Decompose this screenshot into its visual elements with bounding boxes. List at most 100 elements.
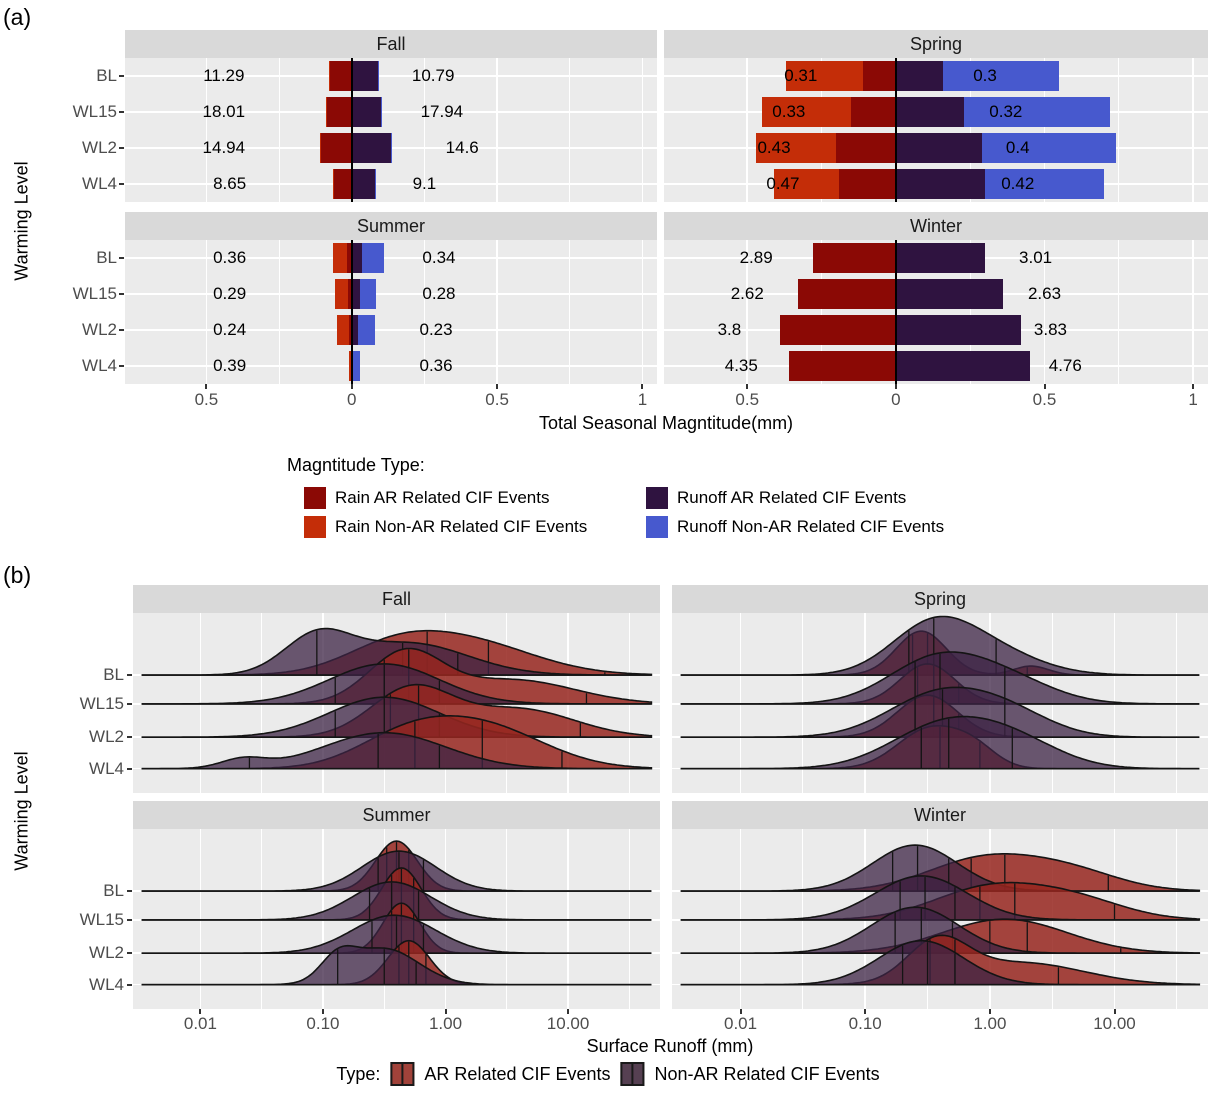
x-tick-label: 0.01: [724, 1014, 758, 1033]
legend-label: Non-AR Related CIF Events: [654, 1063, 880, 1084]
bar-segment: [351, 133, 391, 163]
runoff-value-label: 4.76: [1048, 356, 1082, 375]
y-tick-mark: [127, 918, 132, 921]
y-axis-label-wl2: WL2: [82, 138, 117, 157]
rain-value-label: 18.01: [202, 102, 246, 121]
density-nonar-wl4: [680, 715, 1200, 770]
x-tick-label: 1: [1188, 390, 1198, 409]
runoff-value-label: 0.42: [1001, 174, 1035, 193]
runoff-nonar-swatch: [646, 515, 668, 538]
facet-panel-winter: [672, 829, 1208, 1009]
runoff-value-label: 0.3: [973, 66, 997, 85]
bar-segment: [348, 279, 352, 309]
x-tick-mark: [496, 384, 499, 389]
y-axis-label-bl: BL: [103, 881, 124, 901]
gridline-minor: [569, 58, 571, 202]
panel-b-legend: Type: AR Related CIF Events Non-AR Relat…: [336, 1062, 880, 1086]
facet-panel-fall: 11.29 10.79 18.01 17.94 14.94 14.6 8.65 9.1: [125, 58, 657, 202]
y-tick-mark: [127, 983, 132, 986]
y-tick-mark: [127, 736, 132, 739]
gridline-major: [746, 240, 748, 384]
gridline-major: [1192, 58, 1194, 202]
legend-item-rain-ar: Rain AR Related CIF Events: [304, 486, 646, 509]
bar-segment: [347, 243, 352, 273]
bar-segment: [351, 169, 375, 199]
rain-value-label: 0.47: [766, 174, 800, 193]
runoff-value-label: 2.63: [1027, 284, 1062, 303]
bar-segment: [352, 351, 360, 381]
bar-segment: [982, 133, 1116, 163]
panel-a-y-axis-title: Warming Level: [11, 161, 32, 281]
y-tick-mark: [119, 257, 124, 259]
runoff-value-label: 0.4: [1005, 138, 1030, 157]
bar-segment: [863, 61, 896, 91]
zero-axis-line: [350, 240, 353, 384]
rain-value-label: 0.43: [757, 138, 791, 157]
bar-segment: [327, 97, 352, 127]
zero-axis-line: [894, 58, 897, 202]
facet-panel-winter: 2.89 3.01 2.62 2.63 3.8 3.83 4.35 4.76: [664, 240, 1208, 384]
y-tick-mark: [127, 674, 132, 677]
legend-label: Rain Non-AR Related CIF Events: [335, 516, 588, 536]
gridline-major: [567, 829, 569, 1009]
rain-value-label: 8.65: [213, 174, 247, 193]
x-tick-mark: [641, 384, 644, 389]
facet-strip-spring: Spring: [664, 30, 1208, 58]
panel-b-legend-title: Type:: [336, 1063, 381, 1084]
nonar-swatch: [620, 1062, 645, 1086]
y-tick-mark: [127, 767, 132, 770]
x-tick-label: 10.00: [1093, 1014, 1136, 1033]
x-tick-label: 0.5: [485, 390, 509, 409]
gridline-horizontal: [125, 75, 657, 77]
panel-b-label: (b): [3, 562, 32, 588]
bar-segment: [351, 315, 359, 345]
panel-b-y-axis-title: Warming Level: [11, 751, 32, 871]
zero-axis-line: [350, 58, 353, 202]
panel-a-legend-title: Magntitude Type:: [287, 455, 425, 475]
panel-a-x-axis-title: Total Seasonal Magntitude(mm): [538, 413, 794, 433]
gridline-horizontal: [125, 257, 657, 259]
gridline-minor: [1118, 58, 1120, 202]
runoff-value-label: 14.6: [445, 138, 479, 157]
facet-panel-summer: 0.36 0.34 0.29 0.28 0.24 0.23 0.39 0.36: [125, 240, 657, 384]
gridline-major: [739, 613, 742, 793]
bar-segment: [351, 61, 378, 91]
bar-segment: [375, 169, 377, 199]
bar-segment: [839, 169, 896, 199]
y-axis-label-wl15: WL15: [72, 102, 117, 121]
bar-segment: [895, 315, 1021, 345]
runoff-value-label: 0.28: [422, 284, 456, 303]
legend-item-runoff-nonar: Runoff Non-AR Related CIF Events: [646, 515, 944, 538]
runoff-value-label: 0.36: [419, 356, 453, 375]
x-tick-mark: [864, 1009, 867, 1014]
bar-segment: [788, 351, 896, 381]
facet-panel-summer: [133, 829, 660, 1009]
density-nonar-wl4: [680, 939, 1200, 986]
y-axis-label-wl15: WL15: [79, 909, 124, 929]
x-tick-mark: [988, 1009, 991, 1014]
gridline-major: [496, 58, 498, 202]
bar-segment: [335, 279, 349, 309]
panel-a-legend: Magntitude Type: Rain AR Related CIF Eve…: [287, 455, 944, 541]
bar-segment: [895, 133, 983, 163]
bar-segment: [895, 97, 965, 127]
bar-segment: [785, 61, 864, 91]
x-tick-label: 0.10: [848, 1014, 882, 1033]
gridline-major: [641, 240, 644, 384]
gridline-minor: [278, 240, 280, 384]
rain-value-label: 0.33: [772, 102, 806, 121]
x-tick-label: 0: [891, 390, 901, 409]
bar-segment: [943, 61, 1060, 91]
gridline-minor: [569, 240, 571, 384]
bar-segment: [812, 243, 896, 273]
x-tick-mark: [205, 384, 208, 389]
x-tick-mark: [739, 1009, 742, 1014]
rain-value-label: 0.31: [784, 66, 818, 85]
x-tick-label: 1.00: [973, 1014, 1007, 1033]
x-tick-label: 0.5: [1032, 390, 1057, 409]
y-tick-mark: [119, 111, 124, 113]
x-tick-label: 1: [637, 390, 648, 409]
density-nonar-wl15: [141, 663, 652, 705]
bar-segment: [797, 279, 896, 309]
density-nonar-wl15: [141, 881, 652, 921]
